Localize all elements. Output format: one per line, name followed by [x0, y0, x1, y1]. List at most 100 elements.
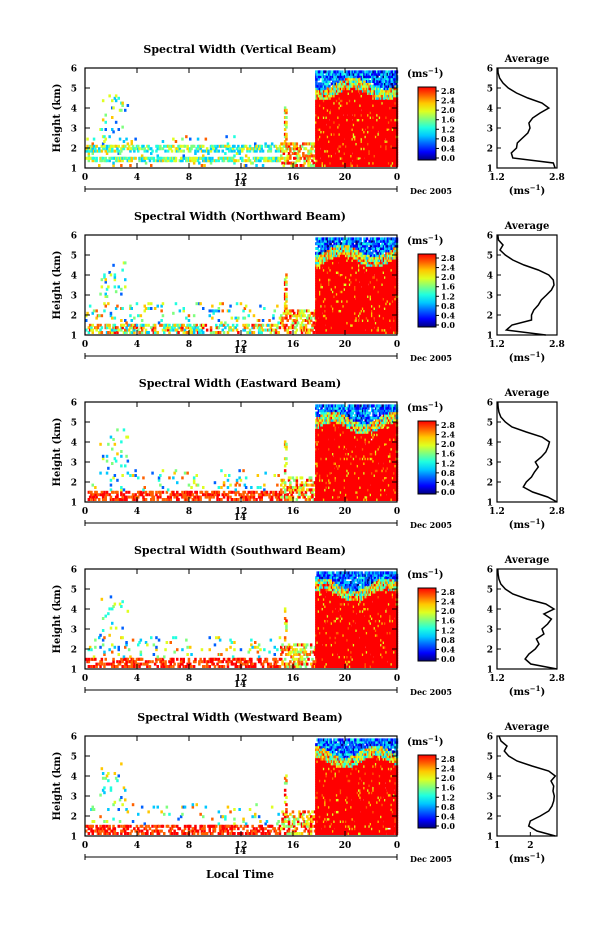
heat-cell: [295, 328, 299, 332]
heat-cell: [321, 106, 325, 110]
heat-cell: [317, 75, 321, 79]
heat-cell: [324, 106, 327, 110]
heat-cell: [320, 316, 323, 320]
heat-cell: [348, 149, 352, 153]
heat-cell: [347, 328, 351, 332]
heat-cell: [338, 280, 341, 284]
heat-cell: [346, 104, 349, 107]
heat-cell: [203, 164, 206, 167]
heat-cell: [316, 292, 319, 296]
heat-cell: [348, 283, 352, 286]
heat-cell: [199, 323, 202, 327]
heat-cell: [345, 118, 348, 122]
heat-cell: [294, 161, 297, 165]
heat-cell: [329, 140, 332, 143]
heat-cell: [285, 283, 288, 286]
heat-cell: [338, 261, 341, 265]
heat-cell: [342, 87, 345, 91]
heat-cell: [283, 326, 287, 330]
heat-cell: [361, 77, 365, 81]
heat-cell: [103, 140, 106, 143]
heat-cell: [118, 108, 122, 112]
heat-cell: [324, 84, 327, 88]
heat-cell: [365, 108, 369, 112]
heat-cell: [386, 144, 390, 148]
heat-cell: [354, 290, 357, 294]
heat-cell: [348, 290, 352, 294]
heat-cell: [277, 149, 280, 153]
heat-cell: [316, 101, 319, 105]
heat-cell: [118, 159, 122, 163]
heat-cell: [365, 137, 369, 141]
heat-cell: [380, 75, 383, 79]
heat-cell: [281, 319, 284, 322]
heat-cell: [329, 242, 332, 246]
heat-cell: [386, 135, 390, 139]
heat-cell: [320, 304, 323, 308]
heat-cell: [345, 331, 348, 334]
heat-cell: [372, 140, 375, 143]
heat-cell: [306, 328, 309, 332]
heat-cell: [319, 323, 322, 327]
heat-cell: [345, 266, 348, 270]
heat-cell: [365, 82, 369, 86]
heat-cell: [320, 319, 323, 322]
heat-cell: [358, 101, 361, 105]
heat-cell: [345, 280, 348, 284]
heat-cell: [372, 84, 375, 88]
heat-cell: [346, 147, 349, 151]
heat-cell: [319, 70, 322, 74]
heat-cell: [346, 295, 349, 298]
heat-cell: [361, 142, 365, 146]
heat-cell: [334, 99, 338, 103]
heat-cell: [153, 307, 157, 310]
heat-cell: [160, 156, 163, 160]
heat-cell: [294, 142, 297, 146]
heat-cell: [203, 159, 206, 163]
heat-cell: [320, 130, 323, 134]
heat-cell: [334, 142, 338, 146]
heat-cell: [311, 159, 314, 163]
heat-cell: [358, 116, 361, 119]
heat-cell: [377, 87, 380, 91]
heat-cell: [341, 94, 344, 98]
heat-cell: [324, 135, 327, 139]
heat-cell: [335, 280, 339, 284]
heat-cell: [342, 137, 345, 141]
heat-cell: [247, 331, 250, 334]
heat-cell: [312, 331, 315, 334]
heat-cell: [321, 152, 325, 155]
heat-cell: [338, 125, 341, 129]
heat-cell: [326, 111, 330, 115]
heat-cell: [116, 326, 119, 330]
heat-cell: [335, 99, 339, 103]
heat-cell: [281, 316, 284, 320]
heat-cell: [348, 140, 352, 143]
heat-cell: [317, 159, 321, 163]
heat-cell: [376, 144, 379, 148]
heat-cell: [216, 144, 219, 148]
heat-cell: [285, 161, 288, 165]
heat-cell: [341, 331, 344, 334]
heat-cell: [121, 307, 124, 310]
heat-cell: [321, 111, 325, 115]
heat-cell: [348, 80, 352, 83]
heat-cell: [108, 159, 111, 163]
heat-cell: [347, 311, 351, 315]
heat-cell: [394, 87, 397, 91]
heat-cell: [377, 156, 380, 160]
heat-cell: [342, 125, 345, 129]
heat-cell: [156, 147, 159, 151]
heat-cell: [352, 299, 356, 303]
heat-cell: [304, 328, 308, 332]
heat-cell: [352, 84, 356, 88]
heat-cell: [321, 275, 325, 279]
heat-cell: [319, 118, 322, 122]
heat-cell: [315, 287, 318, 291]
heat-cell: [338, 247, 341, 250]
heat-cell: [329, 299, 332, 303]
heat-cell: [116, 149, 119, 153]
heat-cell: [381, 142, 384, 146]
heat-cell: [319, 96, 322, 100]
heat-cell: [348, 237, 352, 241]
